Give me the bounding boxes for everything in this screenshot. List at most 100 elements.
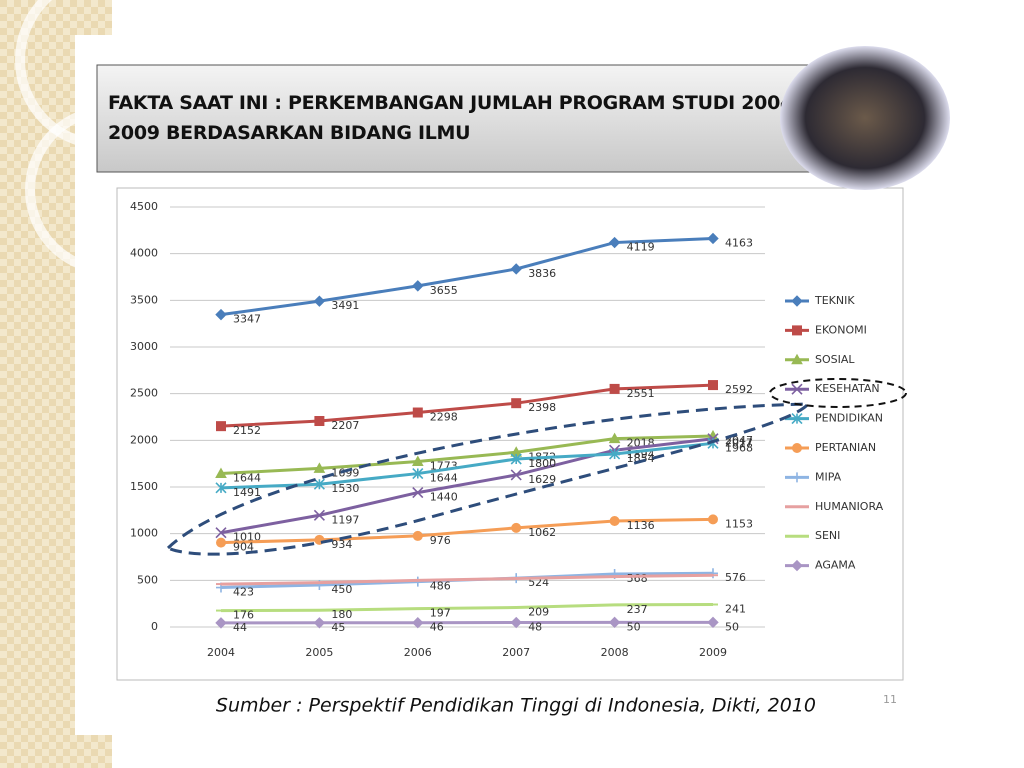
- data-label: 904: [233, 541, 254, 554]
- source: Sumber : Perspektif Pendidikan Tinggi di…: [216, 695, 816, 717]
- marker: [412, 467, 424, 480]
- highlight-ellipse: [166, 402, 812, 556]
- data-label: 3836: [528, 267, 556, 280]
- data-label: 1062: [528, 526, 556, 539]
- legend-label: PERTANIAN: [815, 441, 876, 454]
- data-label: 1136: [627, 519, 655, 532]
- data-label: 180: [331, 608, 352, 621]
- y-tick-label: 500: [137, 573, 158, 586]
- data-label: 48: [528, 621, 542, 634]
- data-label: 176: [233, 609, 254, 622]
- series-line: [220, 441, 714, 490]
- y-tick-label: 2500: [130, 387, 158, 400]
- marker: [707, 232, 719, 245]
- legend-marker: [791, 413, 803, 425]
- data-label: 2298: [430, 411, 458, 424]
- data-label: 4119: [627, 241, 655, 254]
- y-tick-label: 4000: [130, 247, 158, 260]
- data-label: 1153: [725, 517, 753, 530]
- data-label: 3655: [430, 284, 458, 297]
- marker: [510, 263, 522, 275]
- data-label: 1644: [430, 472, 458, 485]
- marker: [216, 537, 226, 548]
- legend-marker: [791, 383, 803, 395]
- marker: [411, 455, 424, 467]
- data-label: 2551: [627, 387, 655, 400]
- marker: [313, 478, 325, 490]
- data-label: 486: [430, 580, 451, 593]
- y-tick-label: 3500: [130, 293, 158, 306]
- title-box: [96, 64, 816, 173]
- data-label: 237: [627, 603, 648, 616]
- data-label: 934: [331, 538, 352, 551]
- marker: [609, 515, 620, 526]
- marker: [412, 280, 424, 292]
- y-tick-label: 1000: [130, 527, 158, 540]
- marker: [412, 530, 423, 541]
- legend-label: SENI: [815, 529, 840, 542]
- data-label: 1800: [528, 457, 556, 470]
- data-label: 50: [725, 620, 739, 633]
- photo: [780, 46, 950, 190]
- data-label: 3347: [233, 313, 261, 326]
- series-line: [220, 434, 714, 476]
- marker: [313, 617, 326, 629]
- marker: [216, 421, 226, 432]
- y-tick-label: 2000: [130, 433, 158, 446]
- legend-label: TEKNIK: [814, 294, 855, 307]
- y-tick-label: 0: [151, 620, 158, 633]
- x-tick-label: 2008: [601, 646, 629, 659]
- legend-label: MIPA: [815, 470, 842, 483]
- marker: [313, 295, 326, 307]
- chart-title: FAKTA SAAT INI : PERKEMBANGAN JUMLAH PRO…: [108, 92, 801, 144]
- data-label: 1197: [331, 513, 359, 526]
- legend-marker: [792, 472, 802, 483]
- data-label: 50: [627, 620, 641, 633]
- marker: [215, 467, 227, 479]
- data-label: 2398: [528, 401, 556, 414]
- marker: [608, 236, 621, 249]
- x-tick-label: 2009: [699, 646, 727, 659]
- data-label: 46: [430, 621, 444, 634]
- legend-label: SOSIAL: [815, 353, 855, 366]
- legend-label: PENDIDIKAN: [815, 412, 883, 425]
- marker: [314, 416, 325, 427]
- marker: [510, 453, 522, 465]
- series-line: [220, 383, 714, 428]
- data-label: 2592: [725, 383, 753, 396]
- data-label: 3491: [331, 299, 359, 312]
- marker: [215, 527, 227, 539]
- data-label: 976: [430, 534, 451, 547]
- y-tick-label: 4500: [130, 200, 158, 213]
- marker: [313, 509, 325, 521]
- legend-marker: [791, 295, 803, 307]
- marker: [511, 398, 522, 409]
- y-tick-label: 1500: [130, 480, 158, 493]
- series-line: [220, 236, 714, 317]
- data-label: 197: [430, 607, 451, 620]
- data-label: 450: [331, 583, 352, 596]
- marker: [708, 514, 718, 525]
- marker: [412, 407, 423, 418]
- marker: [609, 448, 621, 460]
- legend-marker: [791, 353, 803, 365]
- data-label: 4163: [725, 236, 753, 249]
- data-label: 209: [528, 605, 549, 618]
- page-number: 11: [883, 693, 897, 706]
- legend-label: HUMANIORA: [815, 500, 884, 513]
- series-line: [220, 437, 714, 535]
- data-label: 44: [233, 621, 247, 634]
- marker: [708, 380, 718, 391]
- data-label: 1530: [331, 482, 359, 495]
- x-tick-label: 2004: [207, 646, 235, 659]
- marker: [215, 482, 227, 494]
- data-label: 2152: [233, 424, 261, 437]
- series-line: [220, 517, 714, 545]
- series-line: [220, 573, 714, 586]
- y-tick-label: 3000: [130, 340, 158, 353]
- data-label: 2207: [331, 419, 359, 432]
- data-label: 2017: [725, 437, 753, 450]
